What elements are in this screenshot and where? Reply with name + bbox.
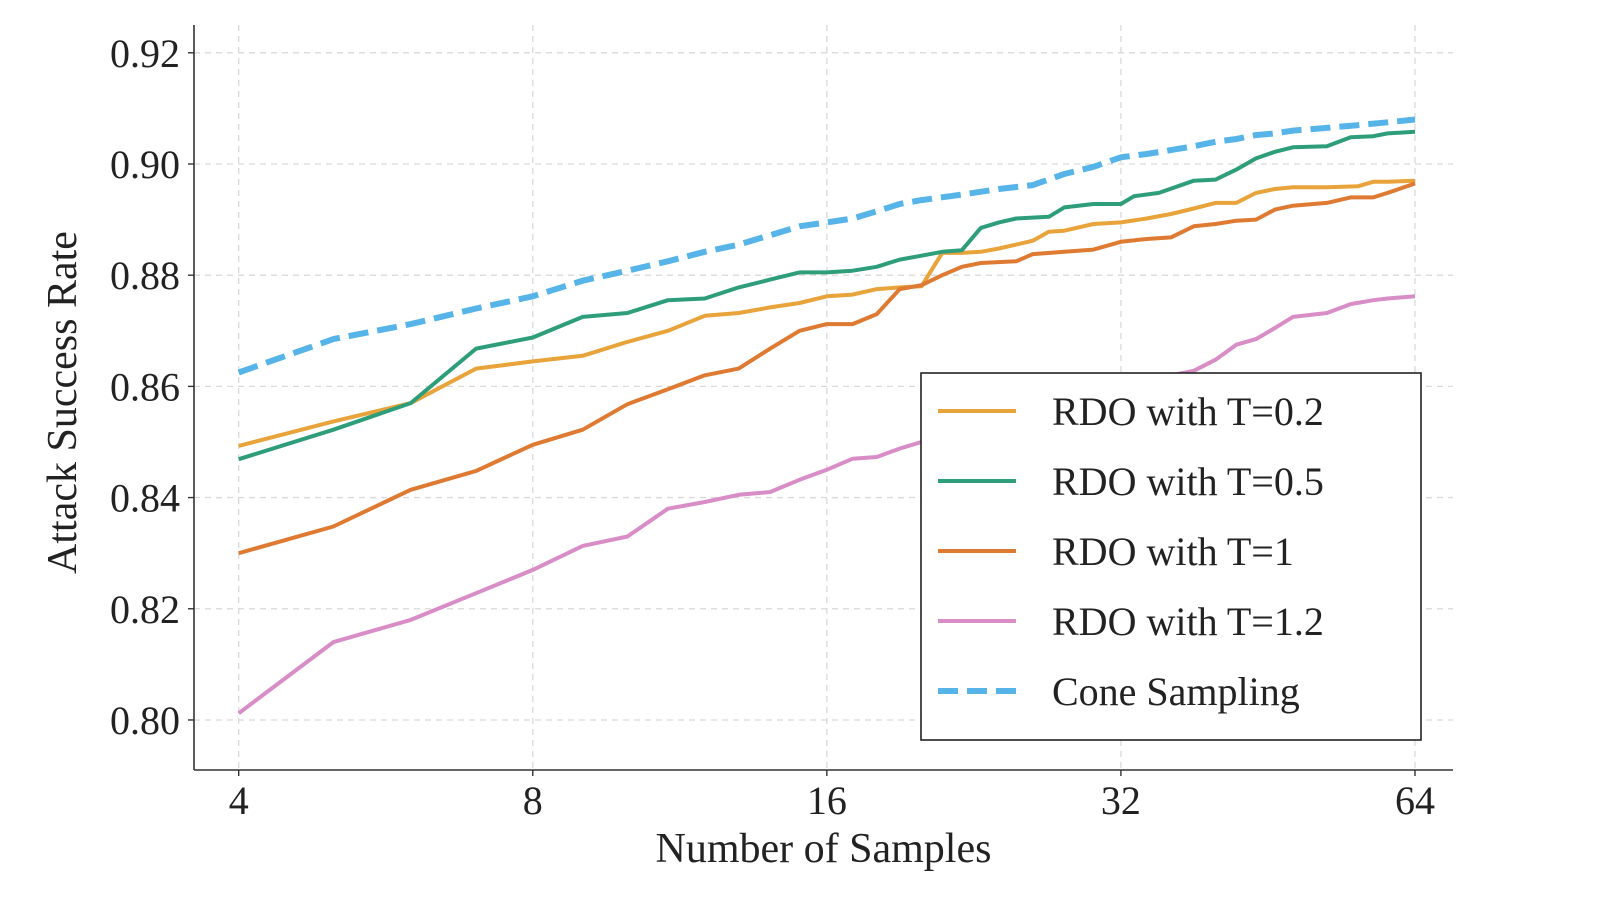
x-axis-label: Number of Samples xyxy=(656,826,992,872)
legend: RDO with T=0.2 RDO with T=0.5 RDO with T=1… xyxy=(920,372,1422,741)
series-line-rdo-with-t-1 xyxy=(238,181,1416,556)
legend-label: Cone Sampling xyxy=(1052,669,1300,714)
y-axis-label: Attack Success Rate xyxy=(40,231,86,574)
series-line-rdo-with-t-0-5 xyxy=(238,129,1416,462)
legend-label: RDO with T=1 xyxy=(1052,529,1294,574)
y-tick-label: 0.86 xyxy=(110,364,180,409)
legend-label: RDO with T=0.5 xyxy=(1052,459,1324,504)
axes: 0.80 0.82 0.84 0.86 0.88 0.90 0.92 4 8 16 32 64 xyxy=(110,25,1453,823)
x-tick-label: 64 xyxy=(1395,778,1435,823)
y-tick-label: 0.88 xyxy=(110,253,180,298)
series-line-cone-sampling xyxy=(237,116,1416,376)
x-tick-label: 4 xyxy=(229,778,249,823)
series-line-rdo-with-t-0-2 xyxy=(238,178,1416,448)
y-tick-label: 0.82 xyxy=(110,587,180,632)
y-tick-label: 0.84 xyxy=(110,476,180,521)
legend-label: RDO with T=1.2 xyxy=(1052,599,1324,644)
legend-label: RDO with T=0.2 xyxy=(1052,389,1324,434)
y-tick-label: 0.92 xyxy=(110,31,180,76)
y-tick-label: 0.90 xyxy=(110,142,180,187)
legend-box xyxy=(920,372,1422,741)
y-tick-label: 0.80 xyxy=(110,698,180,743)
x-tick-label: 32 xyxy=(1101,778,1141,823)
x-tick-label: 16 xyxy=(807,778,847,823)
x-tick-label: 8 xyxy=(523,778,543,823)
